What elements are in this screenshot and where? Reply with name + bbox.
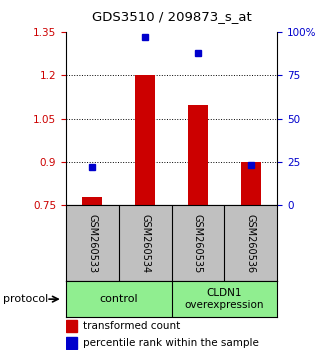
Bar — [135, 75, 155, 205]
Text: control: control — [99, 294, 138, 304]
Text: GSM260533: GSM260533 — [87, 214, 97, 273]
Bar — [188, 105, 208, 205]
Text: GSM260536: GSM260536 — [246, 214, 256, 273]
Text: percentile rank within the sample: percentile rank within the sample — [83, 338, 259, 348]
Bar — [66, 320, 77, 332]
Bar — [66, 337, 77, 349]
Text: transformed count: transformed count — [83, 321, 180, 331]
Text: CLDN1
overexpression: CLDN1 overexpression — [185, 288, 264, 310]
Text: GDS3510 / 209873_s_at: GDS3510 / 209873_s_at — [92, 10, 251, 23]
Text: GSM260534: GSM260534 — [140, 214, 150, 273]
Text: protocol: protocol — [3, 294, 49, 304]
Text: GSM260535: GSM260535 — [193, 214, 203, 273]
Bar — [241, 162, 261, 205]
Bar — [82, 197, 102, 205]
